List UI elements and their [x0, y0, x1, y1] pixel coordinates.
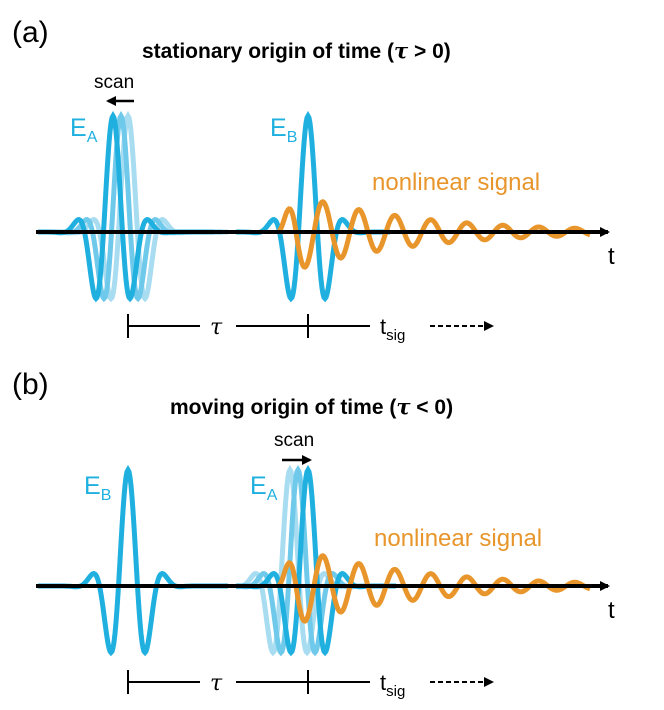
panel-b-field-second-label: EA: [250, 472, 278, 504]
panel-a-field-first-label: EA: [70, 114, 98, 146]
panel-a: (a) stationary origin of time (τ > 0) sc…: [12, 16, 615, 344]
panel-b: (b) moving origin of time (τ < 0) scan t…: [12, 368, 615, 700]
panel-a-label: (a): [12, 16, 49, 49]
panel-b-tau-bracket: τ tsig: [127, 670, 494, 700]
panel-b-label: (b): [12, 368, 49, 401]
panel-b-tsig-label: tsig: [380, 670, 405, 700]
panel-b-signal-label: nonlinear signal: [374, 525, 542, 552]
panel-a-field-second-label: EB: [270, 114, 297, 146]
panel-a-tau-label: τ: [210, 315, 223, 340]
panel-a-axis-label: t: [608, 243, 615, 270]
panel-a-scan-label: scan: [94, 72, 134, 93]
panel-a-pulses: [38, 110, 591, 303]
panel-b-title: moving origin of time (τ < 0): [170, 394, 453, 419]
panel-b-tau-label: τ: [210, 671, 223, 696]
panel-a-nonlinear-signal-trace: [277, 199, 591, 270]
panel-b-axis-label: t: [608, 597, 615, 624]
panel-b-pulses: [38, 464, 591, 657]
panel-a-title: stationary origin of time (τ > 0): [142, 38, 451, 63]
panel-a-tau-bracket: τ tsig: [127, 314, 494, 344]
panel-a-tsig-label: tsig: [380, 314, 405, 344]
panel-a-pulse-second: [236, 110, 390, 303]
panel-a-signal-label: nonlinear signal: [372, 169, 540, 196]
panel-b-scan-label: scan: [274, 430, 314, 451]
panel-b-nonlinear-signal-trace: [277, 553, 591, 624]
panel-b-pulse-first: [38, 464, 228, 657]
panel-b-field-first-label: EB: [84, 472, 111, 504]
